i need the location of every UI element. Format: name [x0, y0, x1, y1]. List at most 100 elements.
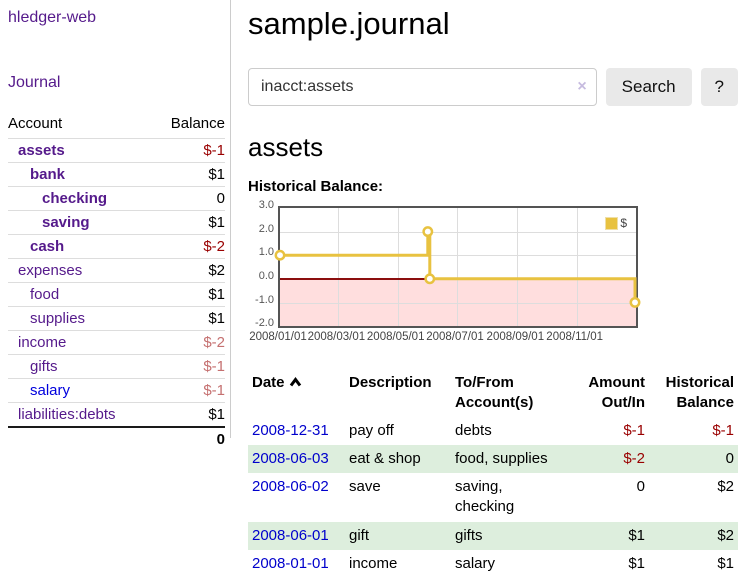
v-gridline	[576, 208, 578, 327]
col-date[interactable]: Date	[248, 370, 345, 417]
transaction-date-link[interactable]: 2008-06-01	[252, 526, 329, 544]
transaction-date-link[interactable]: 2008-06-02	[252, 478, 329, 496]
chart-title: Historical Balance:	[248, 178, 384, 196]
transaction-description: income	[349, 554, 398, 572]
chart: $ 3.0 2.0 1.0 0.0 -1.0 -2.0 2008/01/01 2008/03/…	[248, 199, 668, 348]
account-cell: supplies	[8, 306, 153, 331]
account-row: cash $-2	[8, 234, 225, 259]
account-link[interactable]: cash	[30, 238, 65, 255]
account-row: supplies $1	[8, 306, 225, 331]
y-tick-label: 1.0	[258, 246, 274, 259]
account-balance: $1	[152, 306, 225, 331]
sort-asc-icon	[289, 374, 302, 394]
account-balance: $1	[152, 210, 225, 235]
legend-label: $	[620, 216, 627, 231]
account-cell: expenses	[8, 258, 153, 283]
sidebar-item-journal[interactable]: Journal	[8, 74, 61, 91]
account-balance: $2	[152, 258, 225, 283]
col-balance: Historical Balance	[665, 374, 734, 412]
account-row: bank $1	[8, 162, 225, 187]
transaction-row[interactable]: 2008-06-03 eat & shop food, supplies $-2…	[248, 444, 738, 474]
account-link[interactable]: bank	[30, 166, 66, 183]
col-description: Description	[349, 374, 432, 392]
transaction-balance: $-1	[712, 421, 734, 439]
accounts-total-value: 0	[8, 426, 225, 451]
account-row: liabilities:debts $1	[8, 402, 225, 427]
transaction-amount: $-2	[623, 449, 645, 467]
help-button[interactable]: ?	[700, 67, 738, 106]
transaction-date: 2008-01-01	[248, 550, 345, 578]
transaction-date: 2008-06-01	[248, 522, 345, 550]
main-content: sample.journal × Search ? assets Histori…	[248, 0, 738, 578]
account-balance: $-1	[152, 378, 225, 403]
account-balance: $1	[152, 162, 225, 187]
clear-search-icon[interactable]: ×	[577, 77, 587, 95]
account-link[interactable]: food	[30, 286, 60, 303]
transaction-date-link[interactable]: 2008-06-03	[252, 449, 329, 467]
search-button[interactable]: Search	[605, 67, 692, 106]
x-tick-label: 2008/01/01	[249, 331, 307, 344]
account-row: salary $-1	[8, 378, 225, 403]
data-point-marker	[629, 297, 641, 309]
transactions-table: Date Description To/From Account(s) Amou…	[248, 370, 738, 578]
legend-swatch-icon	[605, 216, 619, 230]
search-box: ×	[248, 67, 597, 106]
transaction-amount: $1	[628, 526, 645, 544]
transaction-description: save	[349, 478, 381, 496]
search-input[interactable]	[248, 67, 597, 106]
col-tofrom: To/From Account(s)	[455, 374, 534, 412]
transaction-description: pay off	[349, 421, 394, 439]
transaction-balance: $2	[717, 478, 734, 496]
transaction-row[interactable]: 2008-06-01 gift gifts $1 $2	[248, 521, 738, 550]
account-link[interactable]: liabilities:debts	[18, 406, 116, 423]
account-balance: $-2	[152, 330, 225, 355]
account-link[interactable]: gifts	[30, 358, 58, 375]
y-tick-label: 3.0	[258, 199, 274, 212]
account-link[interactable]: saving	[42, 214, 90, 231]
transaction-date: 2008-06-02	[248, 473, 345, 522]
x-tick-label: 2008/09/01	[486, 331, 545, 344]
account-row: income $-2	[8, 330, 225, 355]
account-link[interactable]: expenses	[18, 262, 83, 279]
chart-plot: $	[274, 206, 641, 329]
accounts-col-account: Account	[8, 115, 63, 132]
transaction-accounts: gifts	[455, 526, 483, 544]
account-link[interactable]: salary	[30, 382, 71, 399]
accounts-table: Account Balance assets $-1 bank $1	[8, 113, 225, 451]
data-point-marker	[424, 273, 436, 285]
data-point-marker	[274, 249, 286, 261]
balance-line-svg	[274, 226, 641, 309]
accounts-header-row: Account Balance	[8, 113, 225, 139]
brand-link[interactable]: hledger-web	[8, 9, 97, 26]
transaction-balance: $2	[717, 526, 734, 544]
account-cell: cash	[8, 234, 153, 259]
x-tick-label: 2008/07/01	[426, 331, 484, 344]
v-gridline	[397, 208, 399, 327]
v-gridline	[338, 208, 340, 327]
transaction-description: eat & shop	[349, 449, 421, 467]
transaction-row[interactable]: 2008-12-31 pay off debts $-1 $-1	[248, 417, 738, 445]
account-row: gifts $-1	[8, 354, 225, 379]
transaction-row[interactable]: 2008-01-01 income salary $1 $1	[248, 550, 738, 578]
account-cell: checking	[8, 186, 153, 211]
account-cell: gifts	[8, 354, 153, 379]
transaction-date-link[interactable]: 2008-01-01	[252, 554, 329, 572]
x-tick-label: 2008/11/01	[546, 331, 604, 344]
account-balance: $-1	[152, 354, 225, 379]
transaction-date-link[interactable]: 2008-12-31	[252, 421, 329, 439]
chart-legend: $	[603, 215, 629, 232]
sidebar: hledger-web Journal Account Balance asse…	[0, 0, 231, 451]
y-tick-label: -2.0	[255, 317, 274, 330]
account-link[interactable]: assets	[18, 142, 65, 159]
transaction-row[interactable]: 2008-06-02 save saving, checking 0 $2	[248, 473, 738, 522]
account-heading: assets	[248, 131, 324, 162]
x-tick-label: 2008/03/01	[307, 331, 366, 344]
transaction-accounts: saving, checking	[455, 478, 515, 516]
v-gridline	[457, 208, 459, 327]
sidebar-nav: Journal	[8, 74, 224, 92]
account-link[interactable]: income	[18, 334, 67, 351]
account-link[interactable]: supplies	[30, 310, 86, 327]
account-cell: liabilities:debts	[8, 402, 153, 427]
transaction-date: 2008-06-03	[248, 445, 345, 473]
account-link[interactable]: checking	[42, 190, 108, 207]
